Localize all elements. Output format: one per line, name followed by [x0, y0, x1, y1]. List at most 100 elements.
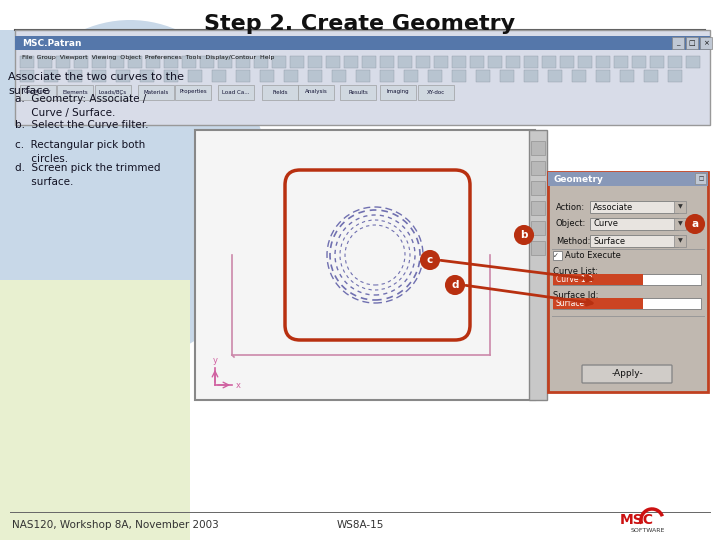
FancyBboxPatch shape	[531, 141, 545, 155]
FancyBboxPatch shape	[20, 56, 34, 68]
Ellipse shape	[0, 20, 270, 360]
FancyBboxPatch shape	[146, 56, 160, 68]
FancyBboxPatch shape	[674, 218, 686, 230]
FancyBboxPatch shape	[531, 221, 545, 235]
FancyBboxPatch shape	[110, 56, 124, 68]
FancyBboxPatch shape	[0, 30, 190, 290]
FancyBboxPatch shape	[19, 84, 55, 99]
Text: Step 2. Create Geometry: Step 2. Create Geometry	[204, 14, 516, 34]
Text: Load Ca...: Load Ca...	[222, 90, 250, 94]
Text: Associate the two curves to the
surface: Associate the two curves to the surface	[8, 72, 184, 96]
Text: Properties: Properties	[179, 90, 207, 94]
FancyBboxPatch shape	[632, 56, 646, 68]
FancyBboxPatch shape	[506, 56, 520, 68]
FancyBboxPatch shape	[195, 130, 535, 400]
Text: MSC: MSC	[620, 513, 654, 527]
Text: Results: Results	[348, 90, 368, 94]
Text: x: x	[236, 381, 241, 389]
FancyBboxPatch shape	[553, 298, 643, 309]
FancyBboxPatch shape	[254, 56, 268, 68]
Text: Associate: Associate	[593, 202, 634, 212]
FancyBboxPatch shape	[548, 172, 708, 392]
Text: Curve List:: Curve List:	[553, 267, 598, 276]
FancyBboxPatch shape	[404, 70, 418, 82]
FancyBboxPatch shape	[452, 56, 466, 68]
FancyBboxPatch shape	[128, 56, 142, 68]
FancyBboxPatch shape	[188, 70, 202, 82]
FancyBboxPatch shape	[164, 70, 178, 82]
Circle shape	[515, 226, 533, 244]
FancyBboxPatch shape	[340, 84, 376, 99]
Text: MSC.Patran: MSC.Patran	[22, 38, 81, 48]
Text: Method:: Method:	[556, 237, 590, 246]
Text: Analysis: Analysis	[305, 90, 328, 94]
Text: □: □	[689, 40, 696, 46]
Text: Curve: Curve	[593, 219, 618, 228]
FancyBboxPatch shape	[582, 365, 672, 383]
FancyBboxPatch shape	[596, 70, 610, 82]
Text: Materials: Materials	[143, 90, 168, 94]
Text: NAS120, Workshop 8A, November 2003: NAS120, Workshop 8A, November 2003	[12, 520, 219, 530]
FancyBboxPatch shape	[672, 37, 684, 49]
FancyBboxPatch shape	[668, 70, 682, 82]
FancyBboxPatch shape	[218, 56, 232, 68]
FancyBboxPatch shape	[700, 37, 712, 49]
FancyBboxPatch shape	[74, 56, 88, 68]
FancyBboxPatch shape	[524, 56, 538, 68]
Text: Imaging: Imaging	[387, 90, 409, 94]
FancyBboxPatch shape	[15, 30, 710, 125]
Text: ▼: ▼	[678, 239, 683, 244]
FancyBboxPatch shape	[38, 56, 52, 68]
Text: Object:: Object:	[556, 219, 586, 228]
FancyBboxPatch shape	[470, 56, 484, 68]
Circle shape	[686, 215, 704, 233]
FancyBboxPatch shape	[44, 70, 58, 82]
Text: ×: ×	[703, 40, 709, 46]
Text: Fields: Fields	[272, 90, 288, 94]
FancyBboxPatch shape	[140, 70, 154, 82]
FancyBboxPatch shape	[572, 70, 586, 82]
FancyBboxPatch shape	[398, 56, 412, 68]
Text: ▼: ▼	[678, 205, 683, 210]
Text: Auto Execute: Auto Execute	[565, 252, 621, 260]
FancyBboxPatch shape	[590, 235, 678, 247]
FancyBboxPatch shape	[553, 274, 643, 285]
FancyBboxPatch shape	[326, 56, 340, 68]
FancyBboxPatch shape	[590, 201, 678, 213]
FancyBboxPatch shape	[200, 56, 214, 68]
Text: a: a	[691, 219, 698, 229]
FancyBboxPatch shape	[548, 70, 562, 82]
FancyBboxPatch shape	[531, 161, 545, 175]
Text: Action:: Action:	[556, 202, 585, 212]
FancyBboxPatch shape	[434, 56, 448, 68]
FancyBboxPatch shape	[0, 280, 190, 540]
FancyBboxPatch shape	[308, 56, 322, 68]
FancyBboxPatch shape	[164, 56, 178, 68]
Text: -Apply-: -Apply-	[611, 369, 643, 379]
Text: a.  Geometry: Associate /
     Curve / Surface.: a. Geometry: Associate / Curve / Surface…	[15, 94, 146, 118]
Text: d: d	[451, 280, 459, 290]
Text: ✓: ✓	[553, 253, 559, 259]
FancyBboxPatch shape	[94, 84, 130, 99]
Text: c.  Rectangular pick both
     circles.: c. Rectangular pick both circles.	[15, 140, 145, 164]
FancyBboxPatch shape	[695, 173, 706, 184]
FancyBboxPatch shape	[674, 201, 686, 213]
FancyBboxPatch shape	[553, 251, 562, 260]
FancyBboxPatch shape	[590, 218, 678, 230]
Text: y: y	[212, 356, 217, 365]
FancyBboxPatch shape	[553, 274, 701, 285]
FancyBboxPatch shape	[488, 56, 502, 68]
FancyBboxPatch shape	[332, 70, 346, 82]
Circle shape	[421, 251, 439, 269]
FancyBboxPatch shape	[174, 84, 210, 99]
FancyBboxPatch shape	[272, 56, 286, 68]
FancyBboxPatch shape	[236, 56, 250, 68]
FancyBboxPatch shape	[138, 84, 174, 99]
FancyBboxPatch shape	[290, 56, 304, 68]
Text: WS8A-15: WS8A-15	[336, 520, 384, 530]
FancyBboxPatch shape	[15, 36, 710, 50]
FancyBboxPatch shape	[380, 56, 394, 68]
Text: Surface: Surface	[556, 300, 585, 308]
FancyBboxPatch shape	[644, 70, 658, 82]
Text: SOFTWARE: SOFTWARE	[631, 528, 665, 532]
